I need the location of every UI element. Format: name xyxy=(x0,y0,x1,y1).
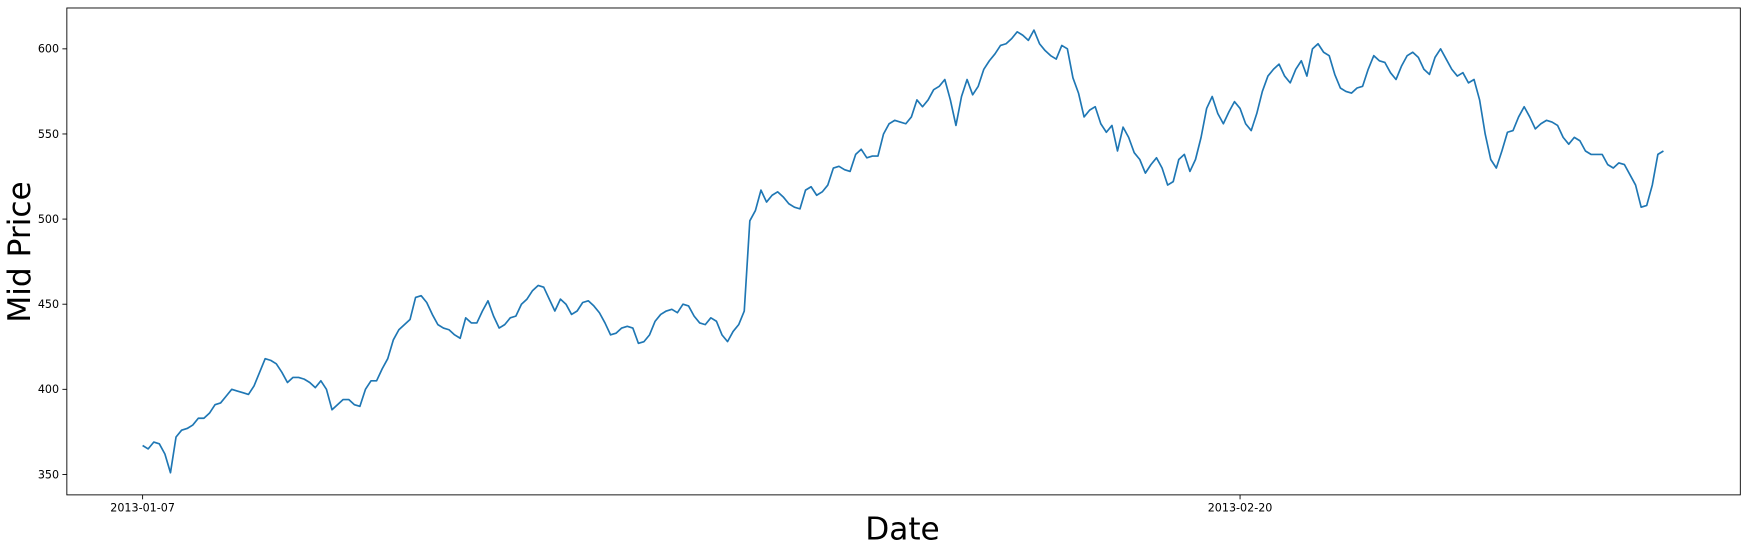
x-axis-label: Date xyxy=(865,511,940,547)
y-tick-label: 550 xyxy=(38,128,59,141)
y-tick-label: 350 xyxy=(38,468,59,481)
y-tick-label: 400 xyxy=(38,383,59,396)
y-axis-label: Mid Price xyxy=(2,181,38,322)
price-line xyxy=(142,29,1664,474)
y-tick-label: 600 xyxy=(38,43,59,56)
y-tick-label: 450 xyxy=(38,298,59,311)
x-tick-label: 2013-01-07 xyxy=(110,502,175,515)
plot-frame xyxy=(66,7,1741,496)
y-tick-label: 500 xyxy=(38,213,59,226)
x-tick-label: 2013-02-20 xyxy=(1208,502,1273,515)
